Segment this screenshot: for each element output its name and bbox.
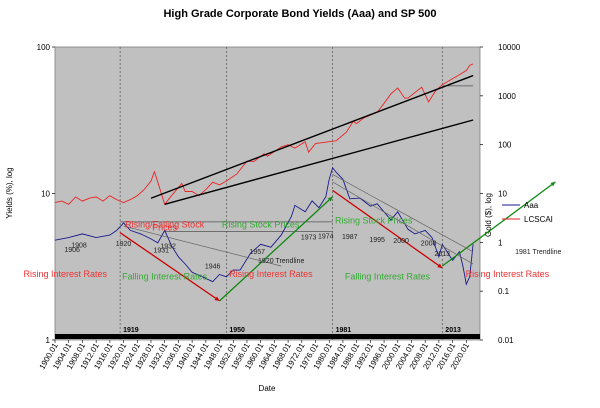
year-annotation: 2008 <box>421 240 437 247</box>
y-axis-right-ticks: 10000 1000 100 10 1 0.1 0.01 <box>480 43 521 345</box>
annotation-label: Rising/Falling Stock <box>125 220 205 230</box>
year-annotation: 1932 <box>160 243 176 250</box>
annotation-label: Falling Interest Rates <box>345 271 431 281</box>
trendline-arrowhead <box>327 196 333 202</box>
trendline-arrowhead <box>550 181 556 187</box>
trendline <box>332 174 474 253</box>
era-label: 2013 <box>445 327 461 334</box>
trendline <box>164 119 474 206</box>
year-annotation: 1946 <box>205 264 221 271</box>
y-left-tick-label: 1 <box>46 336 51 345</box>
x-axis-label: Date <box>259 384 276 393</box>
y-right-tick-label: 0.1 <box>498 287 510 296</box>
year-annotation: 1908 <box>71 243 87 250</box>
y-axis-left-label: Yields (%), log <box>5 167 14 218</box>
year-annotation: 1920 <box>116 241 132 248</box>
legend-entry: Aaa <box>524 201 539 210</box>
era-label: 1919 <box>123 327 139 334</box>
series-line-lcscai <box>54 63 474 206</box>
y-axis-left-ticks: 100 10 1 <box>37 43 55 345</box>
trendline <box>332 181 474 265</box>
year-annotation: 2000 <box>393 238 409 245</box>
annotation-label: Rising Stock Prices <box>335 215 413 225</box>
annotation-label: Rising Interest Rates <box>229 269 313 279</box>
trendline <box>219 196 334 302</box>
trendline <box>119 232 220 302</box>
plot-area <box>54 46 481 341</box>
era-vertical-lines <box>119 47 443 340</box>
annotations: Rising Stock Prices Rising/Falling StockP… <box>24 215 562 281</box>
year-annotation: 1987 <box>342 234 358 241</box>
chart-title: High Grade Corporate Bond Yields (Aaa) a… <box>163 8 436 20</box>
year-annotation: 1981 Trendline <box>515 249 561 256</box>
annotation-label: Rising Interest Rates <box>24 269 108 279</box>
trendline <box>441 181 556 267</box>
y-right-tick-label: 1 <box>498 238 503 247</box>
year-annotation: 1995 <box>369 237 385 244</box>
year-annotation: 2013 <box>435 251 451 258</box>
y-right-tick-label: 1000 <box>498 92 516 101</box>
year-annotation: 1957 <box>249 249 265 256</box>
annotation-label: Prices <box>152 223 178 233</box>
trendlines <box>119 74 556 302</box>
year-annotation: 1906 <box>64 247 80 254</box>
year-annotation: 1973 <box>301 235 317 242</box>
series-line-aaa <box>54 166 474 286</box>
year-annotation: 1931 <box>153 247 169 254</box>
era-bar: 1919 1950 1981 2013 <box>55 327 480 339</box>
y-left-tick-label: 10 <box>41 190 50 199</box>
y-right-tick-label: 0.01 <box>498 336 514 345</box>
era-label: 1981 <box>336 327 352 334</box>
trendline-arrowhead <box>437 263 443 269</box>
trendline-arrowhead <box>214 296 220 301</box>
y-left-tick-label: 100 <box>37 43 51 52</box>
year-annotation: 1920 Trendline <box>258 258 304 265</box>
y-right-tick-label: 10000 <box>498 43 521 52</box>
x-axis-ticks: 1900.011904.011908.011912.011916.011920.… <box>38 340 471 371</box>
annotation-label: Falling Interest Rates <box>122 271 208 281</box>
legend: Aaa LCSCAI <box>502 201 553 224</box>
y-axis-right-label: Gold ($), log <box>484 193 493 237</box>
era-band <box>55 334 480 339</box>
y-right-tick-label: 10 <box>498 190 507 199</box>
trendline <box>123 225 282 267</box>
annotation-label: Rising Stock Prices <box>222 220 300 230</box>
annotation-label: Rising Interest Rates <box>466 269 550 279</box>
era-label: 1950 <box>229 327 245 334</box>
trendline <box>332 189 443 269</box>
series-lines <box>54 63 474 286</box>
trendline <box>150 74 474 199</box>
legend-entry: LCSCAI <box>524 215 553 224</box>
year-annotation: 1974 <box>318 233 334 240</box>
y-right-tick-label: 100 <box>498 141 512 150</box>
